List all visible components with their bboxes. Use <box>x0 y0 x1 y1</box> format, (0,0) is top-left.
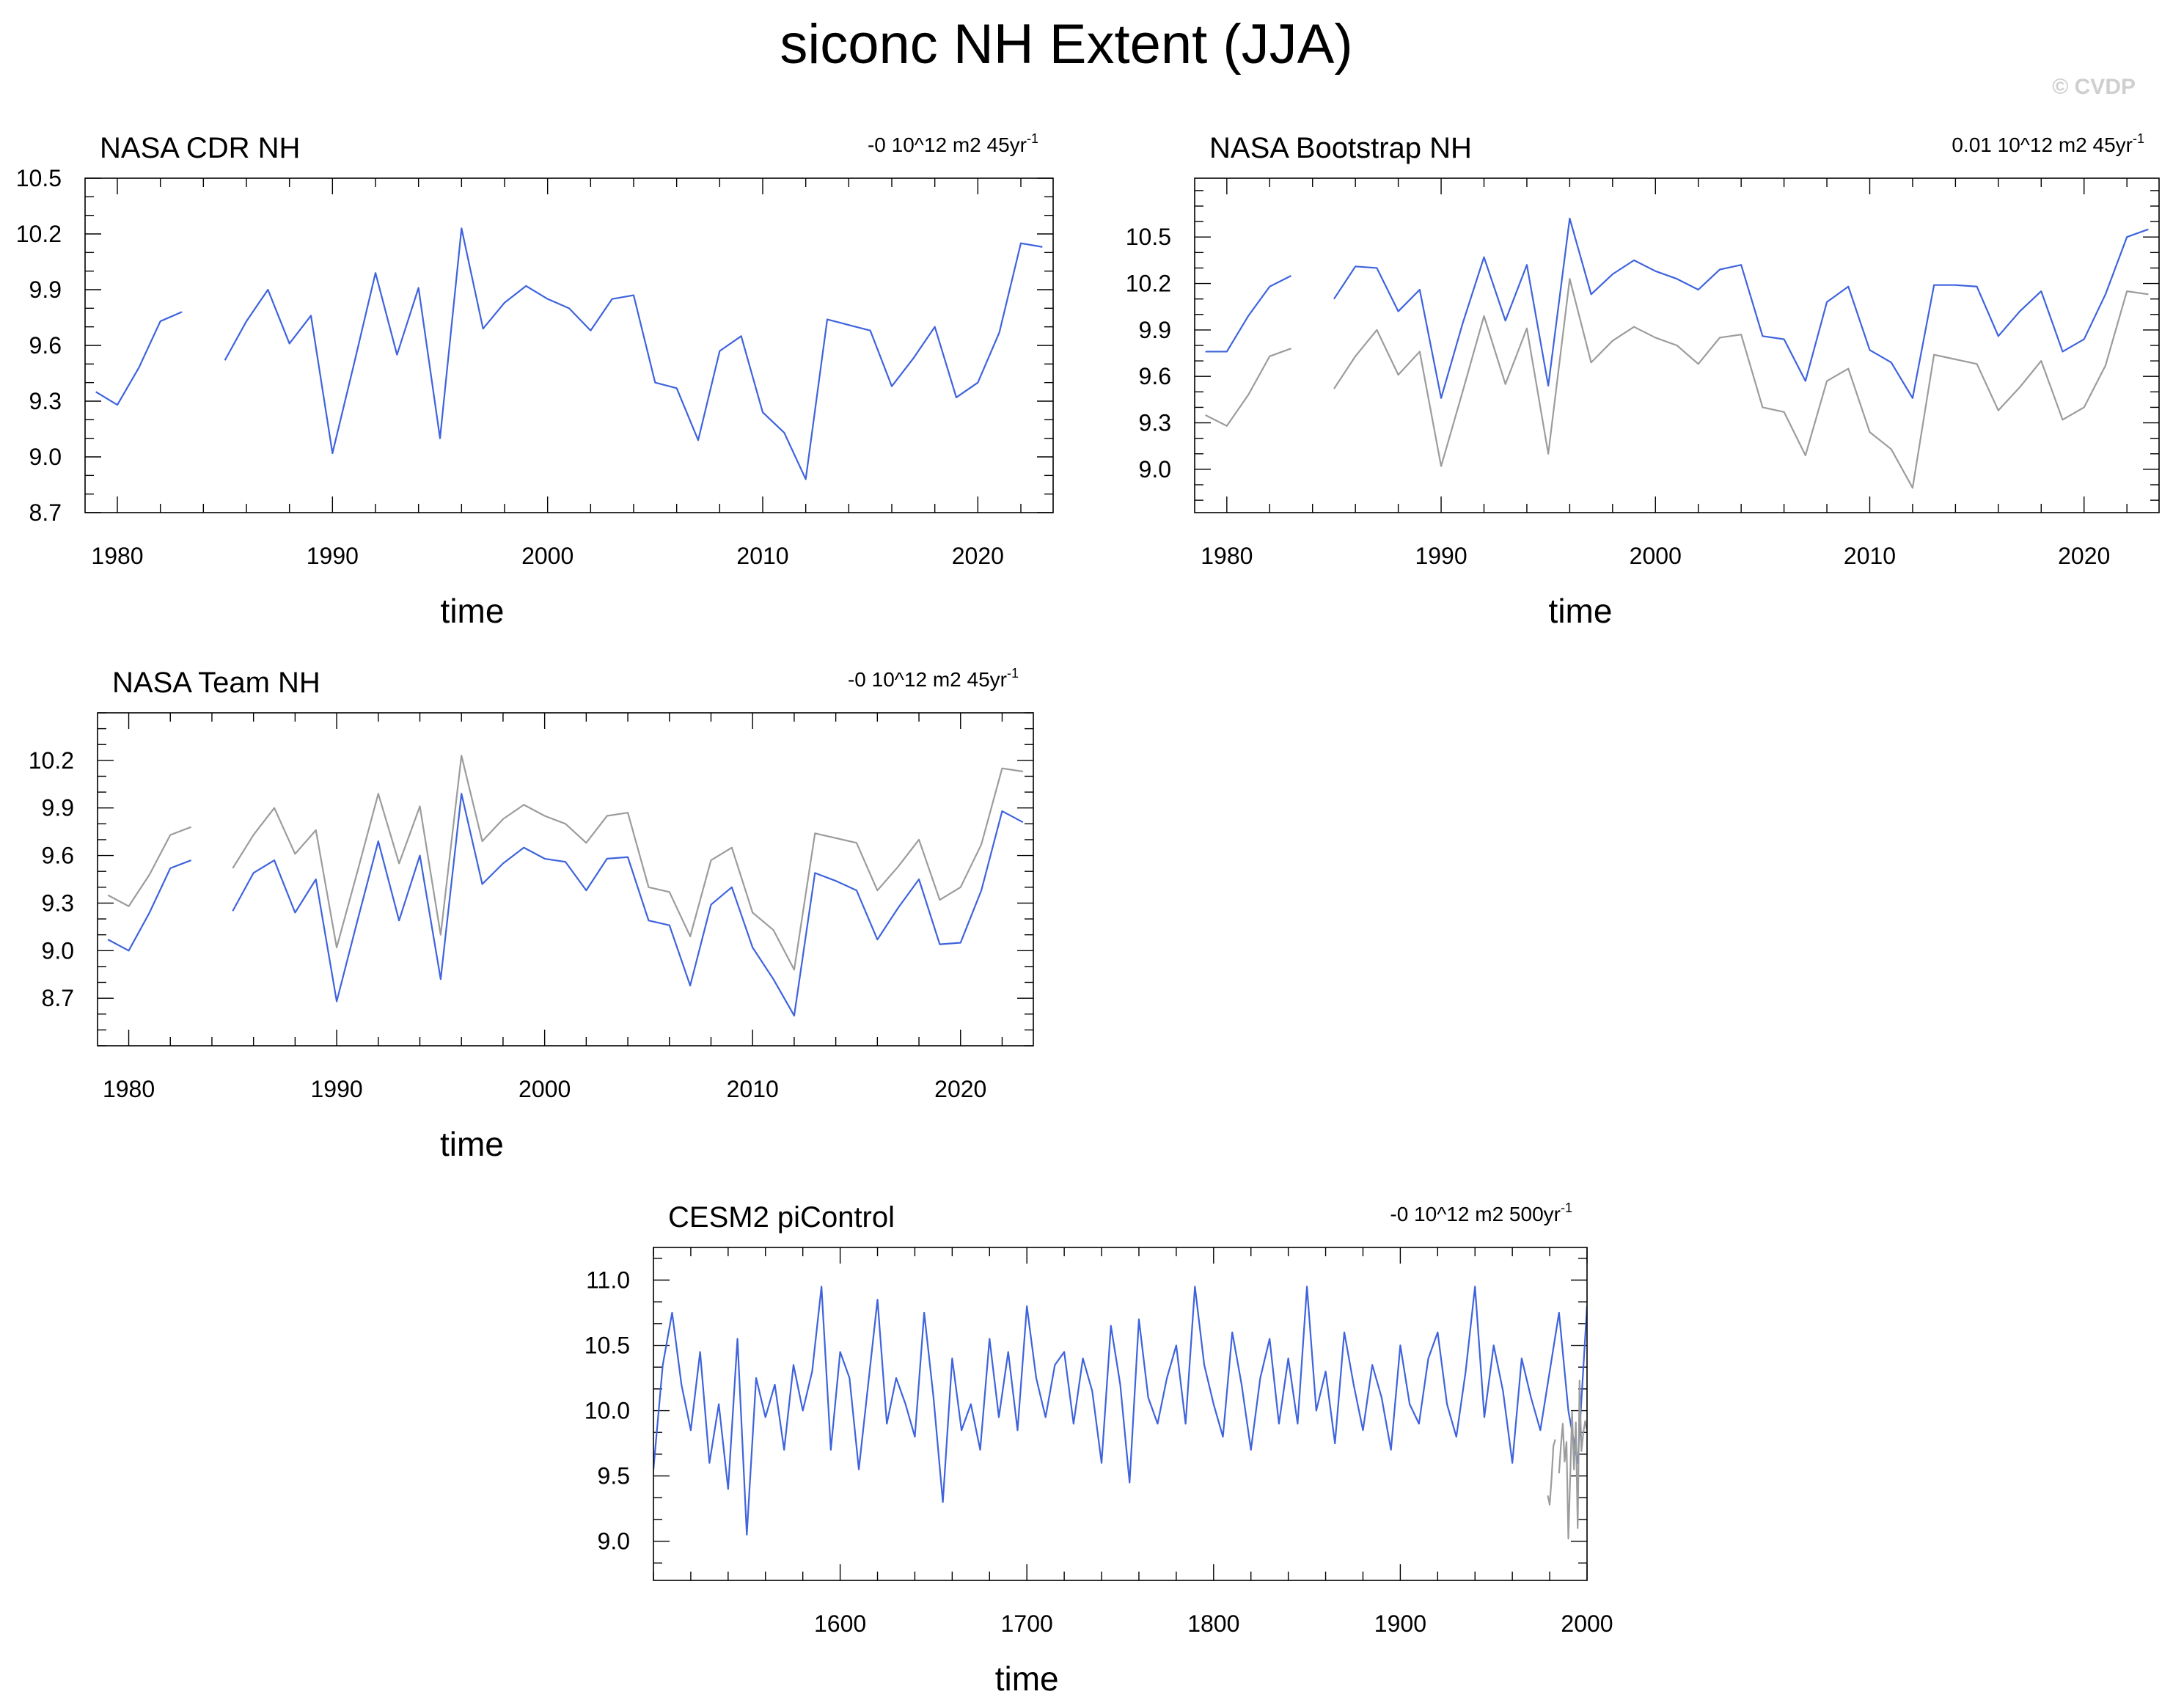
chart-panel-nasa-cdr: NASA CDR NH -0 10^12 m2 45yr-1 8.7 9.0 9.3 9.… <box>16 131 1054 630</box>
trend-annotation: -0 10^12 m2 500yr-1 <box>1390 1201 1572 1225</box>
panel-title: NASA CDR NH <box>100 132 300 164</box>
trend-exponent: -1 <box>1007 666 1019 681</box>
trend-annotation: -0 10^12 m2 45yr-1 <box>868 131 1038 156</box>
chart-panel-nasa-bootstrap: NASA Bootstrap NH 0.01 10^12 m2 45yr-1 9.0… <box>1126 131 2160 630</box>
trend-text: -0 10^12 m2 45yr <box>868 133 1027 156</box>
trend-text: 0.01 10^12 m2 45yr <box>1952 133 2133 156</box>
panel-title: NASA Bootstrap NH <box>1209 132 1472 164</box>
x-tick-label: 2000 <box>1561 1610 1613 1637</box>
chart-panel-cesm2-picontrol: CESM2 piControl -0 10^12 m2 500yr-1 9.0 9.5… <box>585 1201 1613 1698</box>
x-tick-label: 2010 <box>727 1076 779 1102</box>
x-tick-label: 2020 <box>934 1076 986 1102</box>
y-tick-label: 9.3 <box>1139 410 1171 436</box>
y-tick-label: 9.0 <box>42 937 74 964</box>
series-line-reference <box>107 755 1023 971</box>
series-line-reference <box>1205 278 2149 489</box>
panel-title: NASA Team NH <box>112 667 320 699</box>
x-tick-label: 1990 <box>307 543 359 569</box>
plot-frame <box>653 1247 1588 1581</box>
trend-exponent: -1 <box>2133 131 2144 146</box>
y-tick-label: 9.9 <box>29 276 62 303</box>
x-tick-label: 1980 <box>91 543 143 569</box>
y-tick-label: 9.3 <box>42 890 74 916</box>
y-tick-label: 10.2 <box>29 747 74 774</box>
series-line-primary <box>107 793 1024 1017</box>
series-line-primary <box>1205 217 2149 399</box>
x-tick-label: 1980 <box>1201 543 1253 569</box>
y-tick-label: 9.0 <box>29 444 62 470</box>
figure-title: siconc NH Extent (JJA) <box>780 13 1352 76</box>
x-tick-label: 1990 <box>1415 543 1467 569</box>
x-tick-label: 1700 <box>1001 1610 1053 1637</box>
plot-frame <box>1194 177 2160 513</box>
x-tick-label: 2020 <box>952 543 1004 569</box>
trend-text: -0 10^12 m2 500yr <box>1390 1203 1561 1225</box>
x-tick-label: 2010 <box>1844 543 1896 569</box>
y-tick-label: 9.9 <box>42 795 74 821</box>
y-tick-label: 9.6 <box>29 332 62 359</box>
x-tick-label: 2000 <box>521 543 574 569</box>
x-axis-title: time <box>441 592 505 630</box>
chart-panel-nasa-team: NASA Team NH -0 10^12 m2 45yr-1 8.7 9.0 9.3 9… <box>29 666 1034 1163</box>
trend-exponent: -1 <box>1561 1201 1572 1215</box>
y-tick-label: 9.3 <box>29 388 62 414</box>
plot-frame <box>84 177 1054 513</box>
x-axis-title: time <box>995 1660 1059 1698</box>
panel-title: CESM2 piControl <box>668 1201 895 1234</box>
y-tick-label: 10.2 <box>16 221 62 247</box>
x-tick-label: 1800 <box>1187 1610 1239 1637</box>
y-tick-label: 10.2 <box>1126 271 1171 297</box>
y-tick-label: 8.7 <box>29 499 62 526</box>
plot-frame <box>97 712 1034 1047</box>
x-tick-label: 1600 <box>814 1610 866 1637</box>
series-line-primary <box>653 1286 1587 1536</box>
series-line-primary <box>95 227 1043 480</box>
y-tick-label: 9.5 <box>598 1463 630 1489</box>
x-axis-title: time <box>1549 592 1613 630</box>
y-tick-label: 10.5 <box>16 165 62 191</box>
x-tick-label: 2010 <box>736 543 788 569</box>
y-tick-label: 10.5 <box>585 1333 630 1359</box>
trend-annotation: -0 10^12 m2 45yr-1 <box>848 666 1019 691</box>
trend-text: -0 10^12 m2 45yr <box>848 668 1007 691</box>
y-tick-label: 8.7 <box>42 985 74 1011</box>
x-tick-label: 2000 <box>518 1076 571 1102</box>
y-tick-label: 9.6 <box>1139 363 1171 389</box>
y-tick-label: 9.0 <box>598 1528 630 1555</box>
x-tick-label: 1990 <box>310 1076 362 1102</box>
y-tick-label: 9.9 <box>1139 317 1171 343</box>
watermark: © CVDP <box>2052 75 2136 99</box>
x-tick-label: 1900 <box>1374 1610 1426 1637</box>
y-tick-label: 11.0 <box>586 1267 630 1294</box>
trend-exponent: -1 <box>1027 131 1038 146</box>
y-tick-label: 9.6 <box>42 843 74 869</box>
x-tick-label: 1980 <box>103 1076 155 1102</box>
y-tick-label: 10.5 <box>1126 224 1171 250</box>
y-tick-label: 9.0 <box>1139 456 1171 483</box>
series-line-reference <box>1547 1379 1587 1540</box>
x-axis-title: time <box>440 1125 504 1163</box>
y-tick-label: 10.0 <box>585 1398 630 1424</box>
x-tick-label: 2000 <box>1630 543 1682 569</box>
trend-annotation: 0.01 10^12 m2 45yr-1 <box>1952 131 2144 156</box>
x-tick-label: 2020 <box>2058 543 2110 569</box>
